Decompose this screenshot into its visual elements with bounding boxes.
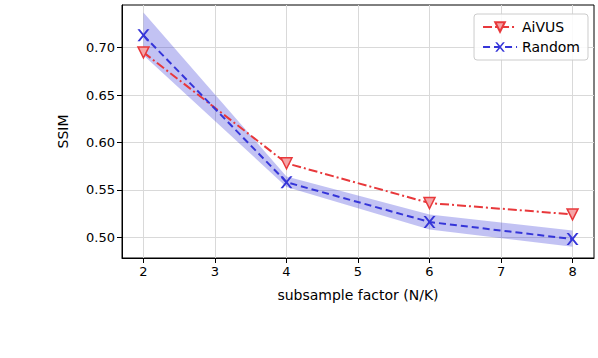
svg-text:subsample factor (N/K): subsample factor (N/K)	[277, 287, 438, 303]
svg-text:3: 3	[211, 264, 219, 279]
svg-text:0.55: 0.55	[86, 182, 115, 197]
svg-text:0.50: 0.50	[86, 230, 115, 245]
svg-text:SSIM: SSIM	[55, 115, 71, 149]
svg-text:4: 4	[282, 264, 290, 279]
svg-text:0.65: 0.65	[86, 88, 115, 103]
svg-text:AiVUS: AiVUS	[522, 19, 564, 35]
svg-text:2: 2	[139, 264, 147, 279]
svg-text:7: 7	[497, 264, 505, 279]
svg-text:8: 8	[568, 264, 576, 279]
svg-text:Random: Random	[522, 39, 580, 55]
svg-text:6: 6	[425, 264, 433, 279]
svg-text:5: 5	[354, 264, 362, 279]
svg-text:0.70: 0.70	[86, 40, 115, 55]
svg-text:0.60: 0.60	[86, 135, 115, 150]
